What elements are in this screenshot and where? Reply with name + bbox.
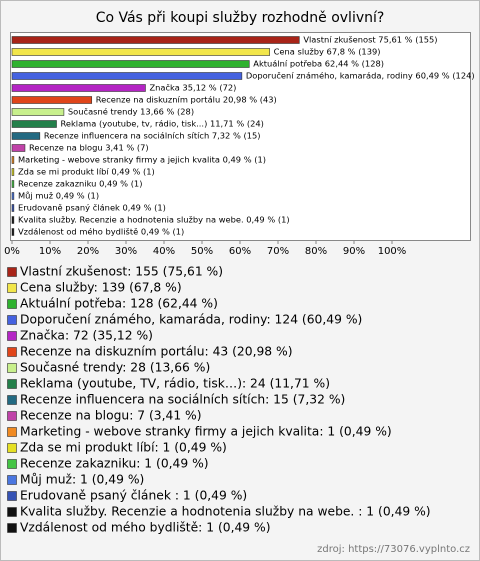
bar — [11, 204, 15, 212]
x-tick-label: 80% — [305, 246, 327, 257]
legend-swatch — [7, 411, 17, 421]
bar — [11, 108, 65, 116]
legend-label: Kvalita služby. Recenzie a hodnotenia sl… — [20, 505, 431, 519]
bar — [11, 228, 15, 236]
value-label: Vlastní zkušenost 75,61 % (155) — [303, 35, 437, 45]
legend-label: Doporučení známého, kamaráda, rodiny: 12… — [20, 313, 362, 327]
legend-swatch — [7, 267, 17, 277]
legend-label: Vzdálenost od mého bydliště: 1 (0,49 %) — [20, 521, 271, 535]
x-tick-label: 70% — [267, 246, 289, 257]
x-tick-label: 60% — [229, 246, 251, 257]
legend-swatch — [7, 459, 17, 469]
value-label: Kvalita služby. Recenzie a hodnotenia sl… — [18, 215, 290, 225]
value-label: Vzdálenost od mého bydliště 0,49 % (1) — [18, 227, 184, 237]
legend-label: Recenze zakazniku: 1 (0,49 %) — [20, 457, 209, 471]
legend-swatch — [7, 523, 17, 533]
legend-label: Recenze na diskuzním portálu: 43 (20,98 … — [20, 345, 293, 359]
x-tick-label: 10% — [39, 246, 61, 257]
legend-label: Můj muž: 1 (0,49 %) — [20, 473, 144, 487]
legend-label: Současné trendy: 28 (13,66 %) — [20, 361, 210, 375]
value-label: Recenze influencera na sociálních sítích… — [44, 131, 261, 141]
value-label: Marketing - webove stranky firmy a jejic… — [18, 155, 266, 165]
bar — [11, 96, 93, 104]
legend-swatch — [7, 379, 17, 389]
source: zdroj: https://73076.vyplnto.cz — [317, 544, 470, 555]
bar — [11, 36, 300, 44]
x-tick-label: 50% — [191, 246, 213, 257]
bar — [11, 216, 15, 224]
value-label: Zda se mi produkt líbí 0,49 % (1) — [18, 167, 155, 177]
legend-swatch — [7, 395, 17, 405]
legend-label: Aktuální potřeba: 128 (62,44 %) — [20, 297, 218, 311]
bar — [11, 120, 57, 128]
value-label: Současné trendy 13,66 % (28) — [68, 107, 194, 117]
value-label: Recenze zakazniku 0,49 % (1) — [18, 179, 142, 189]
bar — [11, 168, 15, 176]
value-label: Reklama (youtube, tv, rádio, tisk...) 11… — [60, 119, 263, 129]
legend-label: Reklama (youtube, TV, rádio, tisk…): 24 … — [20, 377, 330, 391]
value-label: Doporučení známého, kamaráda, rodiny 60,… — [246, 71, 475, 81]
legend-swatch — [7, 331, 17, 341]
bar — [11, 48, 270, 56]
legend-swatch — [7, 347, 17, 357]
legend-swatch — [7, 427, 17, 437]
x-tick-label: 90% — [343, 246, 365, 257]
legend-label: Recenze na blogu: 7 (3,41 %) — [20, 409, 202, 423]
value-label: Značka 35,12 % (72) — [149, 83, 236, 93]
legend-label: Recenze influencera na sociálních sítích… — [20, 393, 345, 407]
legend-label: Vlastní zkušenost: 155 (75,61 %) — [20, 265, 223, 279]
bar — [11, 156, 15, 164]
x-tick-label: 0% — [4, 246, 20, 257]
value-label: Recenze na diskuzním portálu 20,98 % (43… — [96, 95, 277, 105]
legend-swatch — [7, 315, 17, 325]
value-label: Cena služby 67,8 % (139) — [274, 47, 381, 57]
bar — [11, 144, 26, 152]
legend-label: Marketing - webove stranky firmy a jejic… — [20, 425, 392, 439]
bar — [11, 192, 15, 200]
bar — [11, 180, 15, 188]
legend-swatch — [7, 475, 17, 485]
legend-swatch — [7, 363, 17, 373]
bar — [11, 84, 146, 92]
value-label: Erudovaně psaný článek 0,49 % (1) — [18, 203, 166, 213]
legend-label: Cena služby: 139 (67,8 %) — [20, 281, 182, 295]
value-label: Recenze na blogu 3,41 % (7) — [29, 143, 149, 153]
x-tick-label: 20% — [77, 246, 99, 257]
legend-label: Zda se mi produkt líbí: 1 (0,49 %) — [20, 441, 227, 455]
legend-label: Erudovaně psaný článek : 1 (0,49 %) — [20, 489, 247, 503]
bar — [11, 60, 250, 68]
bar — [11, 132, 41, 140]
value-label: Aktuální potřeba 62,44 % (128) — [253, 59, 384, 69]
x-tick-label: 100% — [378, 246, 407, 257]
legend-label: Značka: 72 (35,12 %) — [20, 329, 153, 343]
value-label: Můj muž 0,49 % (1) — [18, 191, 99, 201]
legend-swatch — [7, 283, 17, 293]
chart-title: Co Vás při koupi služby rozhodně ovlivní… — [96, 10, 385, 26]
legend-swatch — [7, 443, 17, 453]
legend-swatch — [7, 299, 17, 309]
legend-swatch — [7, 507, 17, 517]
x-tick-label: 40% — [153, 246, 175, 257]
legend-swatch — [7, 491, 17, 501]
x-tick-label: 30% — [115, 246, 137, 257]
bar — [11, 72, 243, 80]
